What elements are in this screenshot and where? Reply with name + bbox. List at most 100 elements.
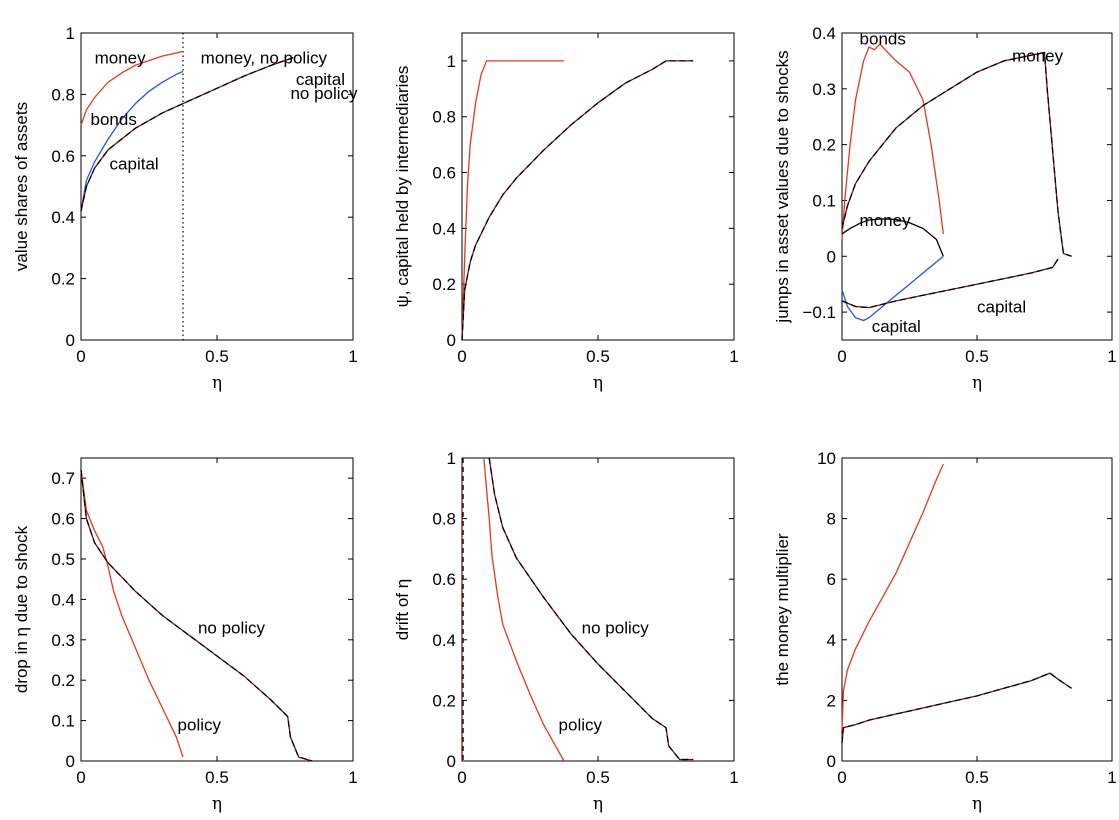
- x-tick-label: 1: [348, 347, 357, 366]
- y-axis-label: the money multiplier: [773, 533, 792, 685]
- y-axis-label: drop in η due to shock: [12, 525, 31, 693]
- subplot-p4: 0 0.5 1 0 0.1 0.2 0.3 0.4 0.5 0.6 0.7 η drop in η du…: [12, 457, 358, 814]
- y-tick-label: 0.1: [812, 191, 836, 210]
- x-tick-label: 1: [729, 347, 738, 366]
- y-tick-label: 1: [447, 449, 456, 468]
- series-line-policy: [841, 463, 944, 731]
- y-axis-label: jumps in asset values due to shocks: [773, 50, 792, 323]
- series-line-no-policy-base: [80, 56, 294, 212]
- x-tick-label: 0: [76, 347, 85, 366]
- annotation-label: capital: [872, 317, 921, 336]
- x-tick-label: 0.5: [205, 768, 229, 787]
- series-line-no-policy: [841, 51, 1072, 257]
- annotation-label: money: [860, 211, 912, 230]
- annotation-label: money: [1012, 46, 1064, 65]
- annotation-label: bonds: [91, 110, 137, 129]
- y-tick-label: 10: [817, 449, 836, 468]
- y-tick-label: 0.4: [432, 219, 456, 238]
- annotation-label: no policy: [290, 84, 358, 103]
- series-line-no-policy: [488, 457, 694, 761]
- y-tick-label: 0: [447, 331, 456, 350]
- subplot-p1: 0 0.5 1 0 0.2 0.4 0.6 0.8 1 η value shares of asse…: [12, 24, 358, 393]
- series-line-capital_policy: [80, 70, 184, 212]
- y-tick-label: 0.3: [51, 631, 75, 650]
- y-axis-label: value shares of assets: [12, 102, 31, 271]
- series-line-no-policy-base: [488, 457, 694, 761]
- x-axis-label: η: [212, 794, 222, 814]
- series-line-no-policy: [841, 672, 1072, 743]
- x-tick-label: 0: [837, 347, 846, 366]
- x-axis-label: η: [212, 373, 222, 393]
- annotation-label: money, no policy: [201, 49, 328, 68]
- y-tick-label: 8: [827, 510, 836, 529]
- y-axis-label: drift of η: [393, 579, 412, 640]
- y-tick-label: 0.8: [51, 85, 75, 104]
- series-line-capital_policy: [841, 255, 944, 322]
- y-tick-label: 0: [827, 752, 836, 771]
- axes-frame: [461, 32, 735, 341]
- subplot-p3: 0 0.5 1 −0.1 0 0.1 0.2 0.3 0.4 η jumps in asset va…: [773, 24, 1117, 393]
- series-line-no-policy: [461, 60, 694, 341]
- y-tick-label: 0.6: [432, 164, 456, 183]
- y-tick-label: 0.3: [812, 80, 836, 99]
- annotation-label: capital: [110, 154, 159, 173]
- x-tick-label: 0.5: [586, 347, 610, 366]
- y-tick-label: 0.5: [51, 550, 75, 569]
- y-tick-label: 0.6: [432, 570, 456, 589]
- x-tick-label: 0: [837, 768, 846, 787]
- series-line-policy: [841, 43, 944, 240]
- y-tick-label: 0.2: [51, 671, 75, 690]
- x-tick-label: 1: [1107, 768, 1116, 787]
- series-line-no-policy: [841, 258, 1059, 309]
- x-tick-label: 0.5: [205, 347, 229, 366]
- series-line-policy: [80, 50, 184, 126]
- y-tick-label: 4: [827, 631, 836, 650]
- axes-frame: [841, 32, 1113, 341]
- annotation-label: policy: [178, 716, 222, 735]
- y-tick-label: 0.8: [432, 510, 456, 529]
- y-tick-label: 0.2: [812, 136, 836, 155]
- y-tick-label: 1: [66, 24, 75, 43]
- y-tick-label: 0: [447, 752, 456, 771]
- series-line-policy: [483, 457, 565, 762]
- x-tick-label: 1: [1107, 347, 1116, 366]
- annotation-label: no policy: [198, 619, 266, 638]
- y-tick-label: 0.4: [51, 208, 75, 227]
- x-tick-label: 0.5: [965, 768, 989, 787]
- y-tick-label: 0: [66, 331, 75, 350]
- x-tick-label: 1: [348, 768, 357, 787]
- y-tick-label: 0.8: [432, 108, 456, 127]
- series-line-policy: [80, 470, 184, 758]
- annotation-label: money: [95, 49, 147, 68]
- y-tick-label: 0: [827, 247, 836, 266]
- y-tick-label: 0.2: [432, 691, 456, 710]
- series-line-no-policy: [80, 470, 313, 762]
- x-tick-label: 0: [457, 768, 466, 787]
- annotation-label: policy: [559, 716, 603, 735]
- y-tick-label: 0: [66, 752, 75, 771]
- x-axis-label: η: [972, 373, 982, 393]
- y-tick-label: 0.2: [432, 275, 456, 294]
- subplot-p2: 0 0.5 1 0 0.2 0.4 0.6 0.8 1 η ψ, capital held by i…: [393, 32, 739, 393]
- x-tick-label: 0: [457, 347, 466, 366]
- y-axis-label: ψ, capital held by intermediaries: [393, 66, 412, 308]
- series-line-no-policy-base: [461, 60, 694, 341]
- annotation-label: no policy: [582, 619, 650, 638]
- y-tick-label: 0.6: [51, 510, 75, 529]
- annotation-label: capital: [977, 298, 1026, 317]
- annotation-label: capital: [296, 70, 345, 89]
- series-line-policy: [461, 60, 564, 341]
- subplot-p5: 0 0.5 1 0 0.2 0.4 0.6 0.8 1 η drift of η no policy p…: [393, 449, 739, 814]
- x-tick-label: 0.5: [586, 768, 610, 787]
- x-tick-label: 0: [76, 768, 85, 787]
- x-tick-label: 0.5: [965, 347, 989, 366]
- annotation-label: bonds: [860, 30, 906, 49]
- y-tick-label: −0.1: [802, 303, 836, 322]
- y-tick-label: 0.1: [51, 712, 75, 731]
- y-tick-label: 0.2: [51, 270, 75, 289]
- y-tick-label: 0.4: [432, 631, 456, 650]
- y-tick-label: 0.7: [51, 469, 75, 488]
- x-axis-label: η: [593, 794, 603, 814]
